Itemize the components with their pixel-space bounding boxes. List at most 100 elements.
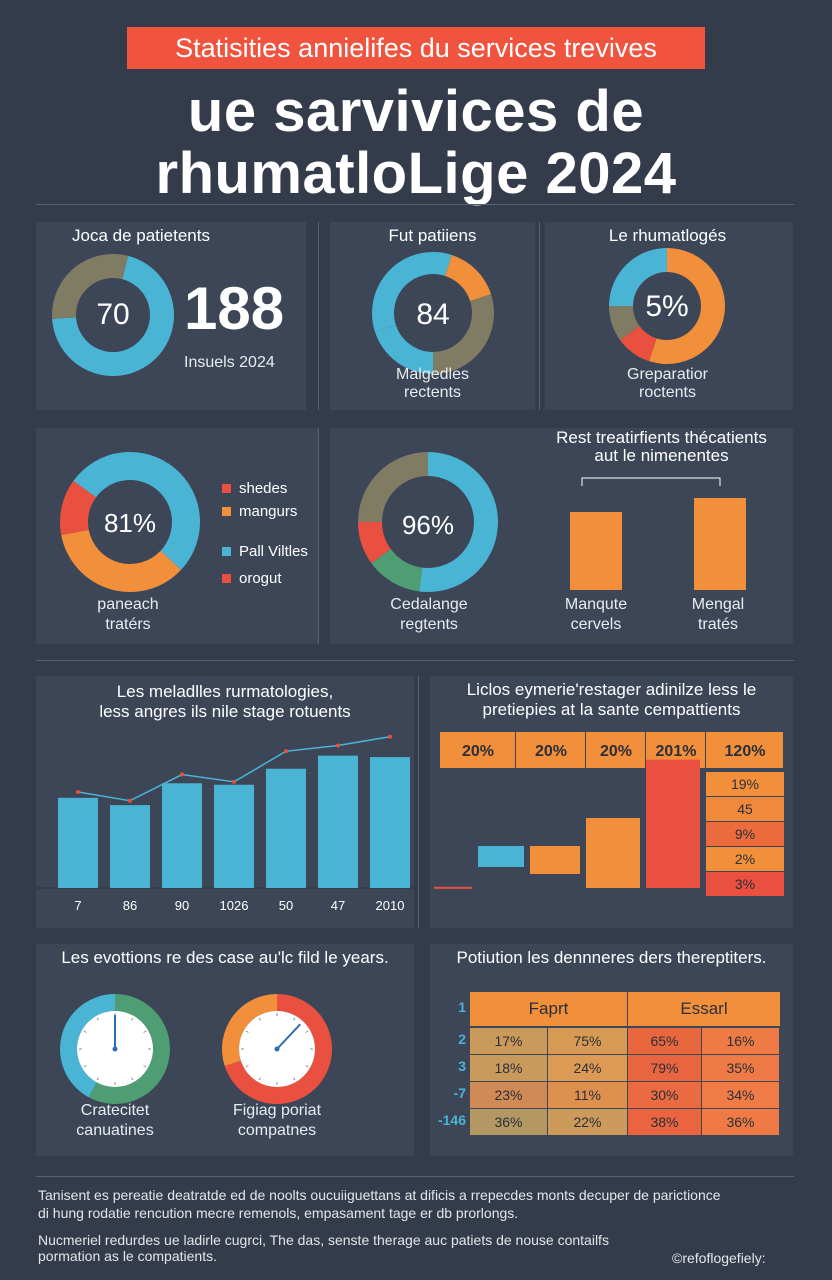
gauge-tick <box>83 1030 87 1033</box>
legend-swatch <box>222 547 231 556</box>
trend-point <box>232 779 236 784</box>
donut-slice <box>59 480 97 536</box>
chart-title-line2: less angres ils nile stage rotuents <box>99 702 351 721</box>
gauge-needle <box>276 1023 302 1050</box>
side-cell <box>706 847 784 871</box>
side-cell <box>706 797 784 821</box>
x-tick-label: 1026 <box>220 898 249 913</box>
bar <box>266 768 306 888</box>
header-cell <box>586 732 645 768</box>
table-cell: 36% <box>470 1109 547 1135</box>
side-cell <box>706 822 784 846</box>
gauge-tick <box>131 1077 134 1081</box>
table-title: Potiution les dennneres ders thereptiter… <box>456 948 767 967</box>
x-tick-label: 47 <box>331 898 345 913</box>
donut-slice <box>61 529 182 592</box>
gauge-tick <box>293 1017 296 1021</box>
gauge-hub <box>274 1046 280 1052</box>
table-cell: 11% <box>548 1082 627 1108</box>
bar-chart-title-line2: aut le nimenentes <box>594 446 729 465</box>
big-number-caption: Insuels 2024 <box>184 354 275 371</box>
divider <box>539 222 540 410</box>
gauge-tick <box>143 1030 147 1033</box>
gauge-tick <box>245 1030 249 1033</box>
caption-line1: Cedalange <box>390 596 468 613</box>
panel-treatments: 81% paneach tratérs shedes mangurs Pall Vi… <box>36 428 318 644</box>
trend-point <box>128 798 132 803</box>
waterfall-bar <box>646 759 700 888</box>
x-tick-label: 2010 <box>376 898 405 913</box>
trend-point <box>388 734 392 739</box>
data-table: Faprt Essarl 1 2 3 -7 -146 17% 75% 65% 16% 18% 24% 79… <box>430 992 793 1135</box>
donut-value: 84 <box>416 298 449 331</box>
waterfall-chart: 20% 20% 20% 201% 120% 19% 45 9% 2% 3% <box>434 732 784 896</box>
panel-title: Fut patiiens <box>388 226 477 245</box>
bar <box>110 805 150 888</box>
donut-value: 96% <box>402 510 454 540</box>
gauge-tick <box>96 1017 99 1021</box>
big-number: 188 <box>184 275 285 342</box>
bar-chart-small <box>570 477 746 590</box>
side-value: 19% <box>731 776 759 792</box>
divider <box>318 222 319 410</box>
gauge-section-title: Les evottions re des case au'lc fild le … <box>61 948 389 967</box>
donut-slice <box>620 325 657 362</box>
table-cell: 18% <box>470 1055 547 1081</box>
gauge-tick <box>258 1077 261 1081</box>
donut-chart-4: 81% <box>59 452 200 592</box>
panel-title: Le rhumatlogés <box>608 226 727 245</box>
gauge2-caption-line1: Figiag poriat <box>232 1102 322 1119</box>
trend-point <box>284 749 288 754</box>
side-cell <box>706 772 784 796</box>
panel-gauges: Les evottions re des case au'lc fild le … <box>36 944 414 1156</box>
bar <box>370 757 410 888</box>
side-value: 2% <box>735 851 755 867</box>
donut-slice <box>372 252 452 332</box>
gauge-tick <box>83 1065 87 1068</box>
donut-value: 70 <box>96 298 129 331</box>
donut-chart-1: 70 <box>52 254 174 376</box>
donut-slice <box>445 254 492 301</box>
gauge1-caption-line2: canuatines <box>76 1122 154 1139</box>
gauge-tick <box>258 1017 261 1021</box>
divider <box>418 676 419 928</box>
table-cell: 16% <box>702 1028 779 1054</box>
bar <box>694 498 746 590</box>
gauge-1 <box>59 994 171 1104</box>
donut-value: 5% <box>645 290 688 323</box>
gauge-ring <box>224 994 332 1104</box>
header-label: 120% <box>725 743 766 760</box>
table-row-label: -7 <box>453 1085 466 1101</box>
header-cell <box>516 732 585 768</box>
table-cell: 38% <box>628 1109 701 1135</box>
gauge-2 <box>222 994 332 1104</box>
table-cell: 35% <box>702 1055 779 1081</box>
caption-line2: roctents <box>639 384 696 401</box>
gauge1-caption-line1: Cratecitet <box>80 1102 150 1119</box>
panel-waterfall: Liclos eymerie'restager adinilze less le… <box>430 676 793 928</box>
table-cell: 75% <box>548 1028 627 1054</box>
panel-data-table: Potiution les dennneres ders thereptiter… <box>430 944 793 1156</box>
header-divider <box>36 204 794 205</box>
panel-fut-patients: Fut patiiens 84 Malgedles rectents <box>330 222 535 410</box>
donut-slice <box>609 248 667 307</box>
donut-slice <box>371 549 423 592</box>
legend-swatch <box>222 484 231 493</box>
x-tick-label: 7 <box>74 898 81 913</box>
table-cell: 22% <box>548 1109 627 1135</box>
divider <box>318 428 319 644</box>
donut-slice <box>52 254 129 319</box>
x-tick-label: 86 <box>123 898 137 913</box>
footer-line2: di hung rodatie rencution mecre remenols… <box>38 1205 519 1221</box>
header-label: 20% <box>535 743 567 760</box>
donut-slice <box>73 452 200 570</box>
legend-item: Pall Viltles <box>222 543 308 560</box>
panel-patients: Joca de patietents 70 188 Insuels 2024 <box>36 222 306 410</box>
gauge2-caption-line2: compatnes <box>237 1122 317 1139</box>
gauge-tick <box>131 1017 134 1021</box>
donut-slice <box>358 452 428 523</box>
donut-chart-5: 96% <box>358 452 498 592</box>
legend-label: shedes <box>239 480 288 497</box>
table-cell: 23% <box>470 1082 547 1108</box>
bar <box>58 797 98 888</box>
